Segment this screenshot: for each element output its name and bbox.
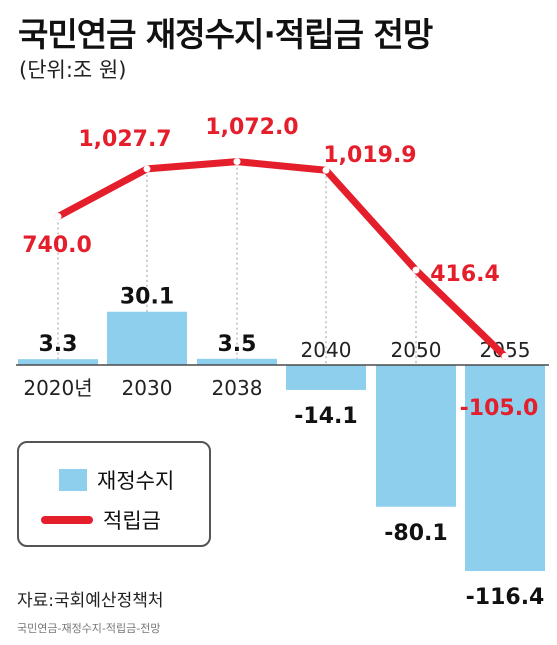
bar-2030 <box>107 311 187 365</box>
bar-2038 <box>197 358 277 365</box>
image-caption: 국민연금-재정수지-적립금-전망 <box>17 622 161 635</box>
fund-point-2020년 <box>54 213 62 221</box>
bar-2020년 <box>18 359 98 365</box>
legend-item-balance: 재정수지 <box>19 465 174 495</box>
category-label-2030: 2030 <box>122 376 173 400</box>
bar-2040 <box>286 365 366 390</box>
category-label-2050: 2050 <box>391 338 442 362</box>
bar-value-label-2050: -80.1 <box>384 521 447 546</box>
bar-value-label-2030: 30.1 <box>120 285 174 310</box>
bar-2055 <box>465 365 545 572</box>
fund-value-label-2030: 1,027.7 <box>78 127 171 152</box>
fund-point-2055 <box>501 352 509 360</box>
chart-title: 국민연금 재정수지·적립금 전망 <box>18 15 433 54</box>
source-note: 자료:국회예산정책처 <box>17 591 164 611</box>
category-label-2020년: 2020년 <box>23 376 92 400</box>
fund-line <box>54 158 509 360</box>
legend-label-balance: 재정수지 <box>97 469 175 493</box>
legend-item-fund: 적립금 <box>19 505 161 535</box>
fund-value-label-2038: 1,072.0 <box>205 115 298 140</box>
fund-point-2038 <box>233 158 241 166</box>
unit-subtitle: (단위:조 원) <box>19 58 127 82</box>
fund-value-label-2055: -105.0 <box>460 396 539 421</box>
bar-value-label-2040: -14.1 <box>294 404 357 429</box>
fund-value-label-2020년: 740.0 <box>22 233 92 258</box>
category-label-2040: 2040 <box>301 338 352 362</box>
legend-swatch-line <box>41 516 93 524</box>
legend-label-fund: 적립금 <box>103 509 161 533</box>
fund-point-2040 <box>322 166 330 174</box>
legend-swatch-bar <box>59 469 87 491</box>
legend: 재정수지 적립금 <box>17 441 211 547</box>
bar-value-label-2055: -116.4 <box>466 585 545 610</box>
fund-point-2050 <box>412 266 420 274</box>
category-label-2038: 2038 <box>212 376 263 400</box>
fund-point-2030 <box>143 165 151 173</box>
bar-value-label-2038: 3.5 <box>218 332 257 357</box>
fund-value-label-2040: 1,019.9 <box>323 143 416 168</box>
bar-value-label-2020년: 3.3 <box>39 332 78 357</box>
fund-value-label-2050: 416.4 <box>430 262 500 287</box>
bar-2050 <box>376 365 456 507</box>
